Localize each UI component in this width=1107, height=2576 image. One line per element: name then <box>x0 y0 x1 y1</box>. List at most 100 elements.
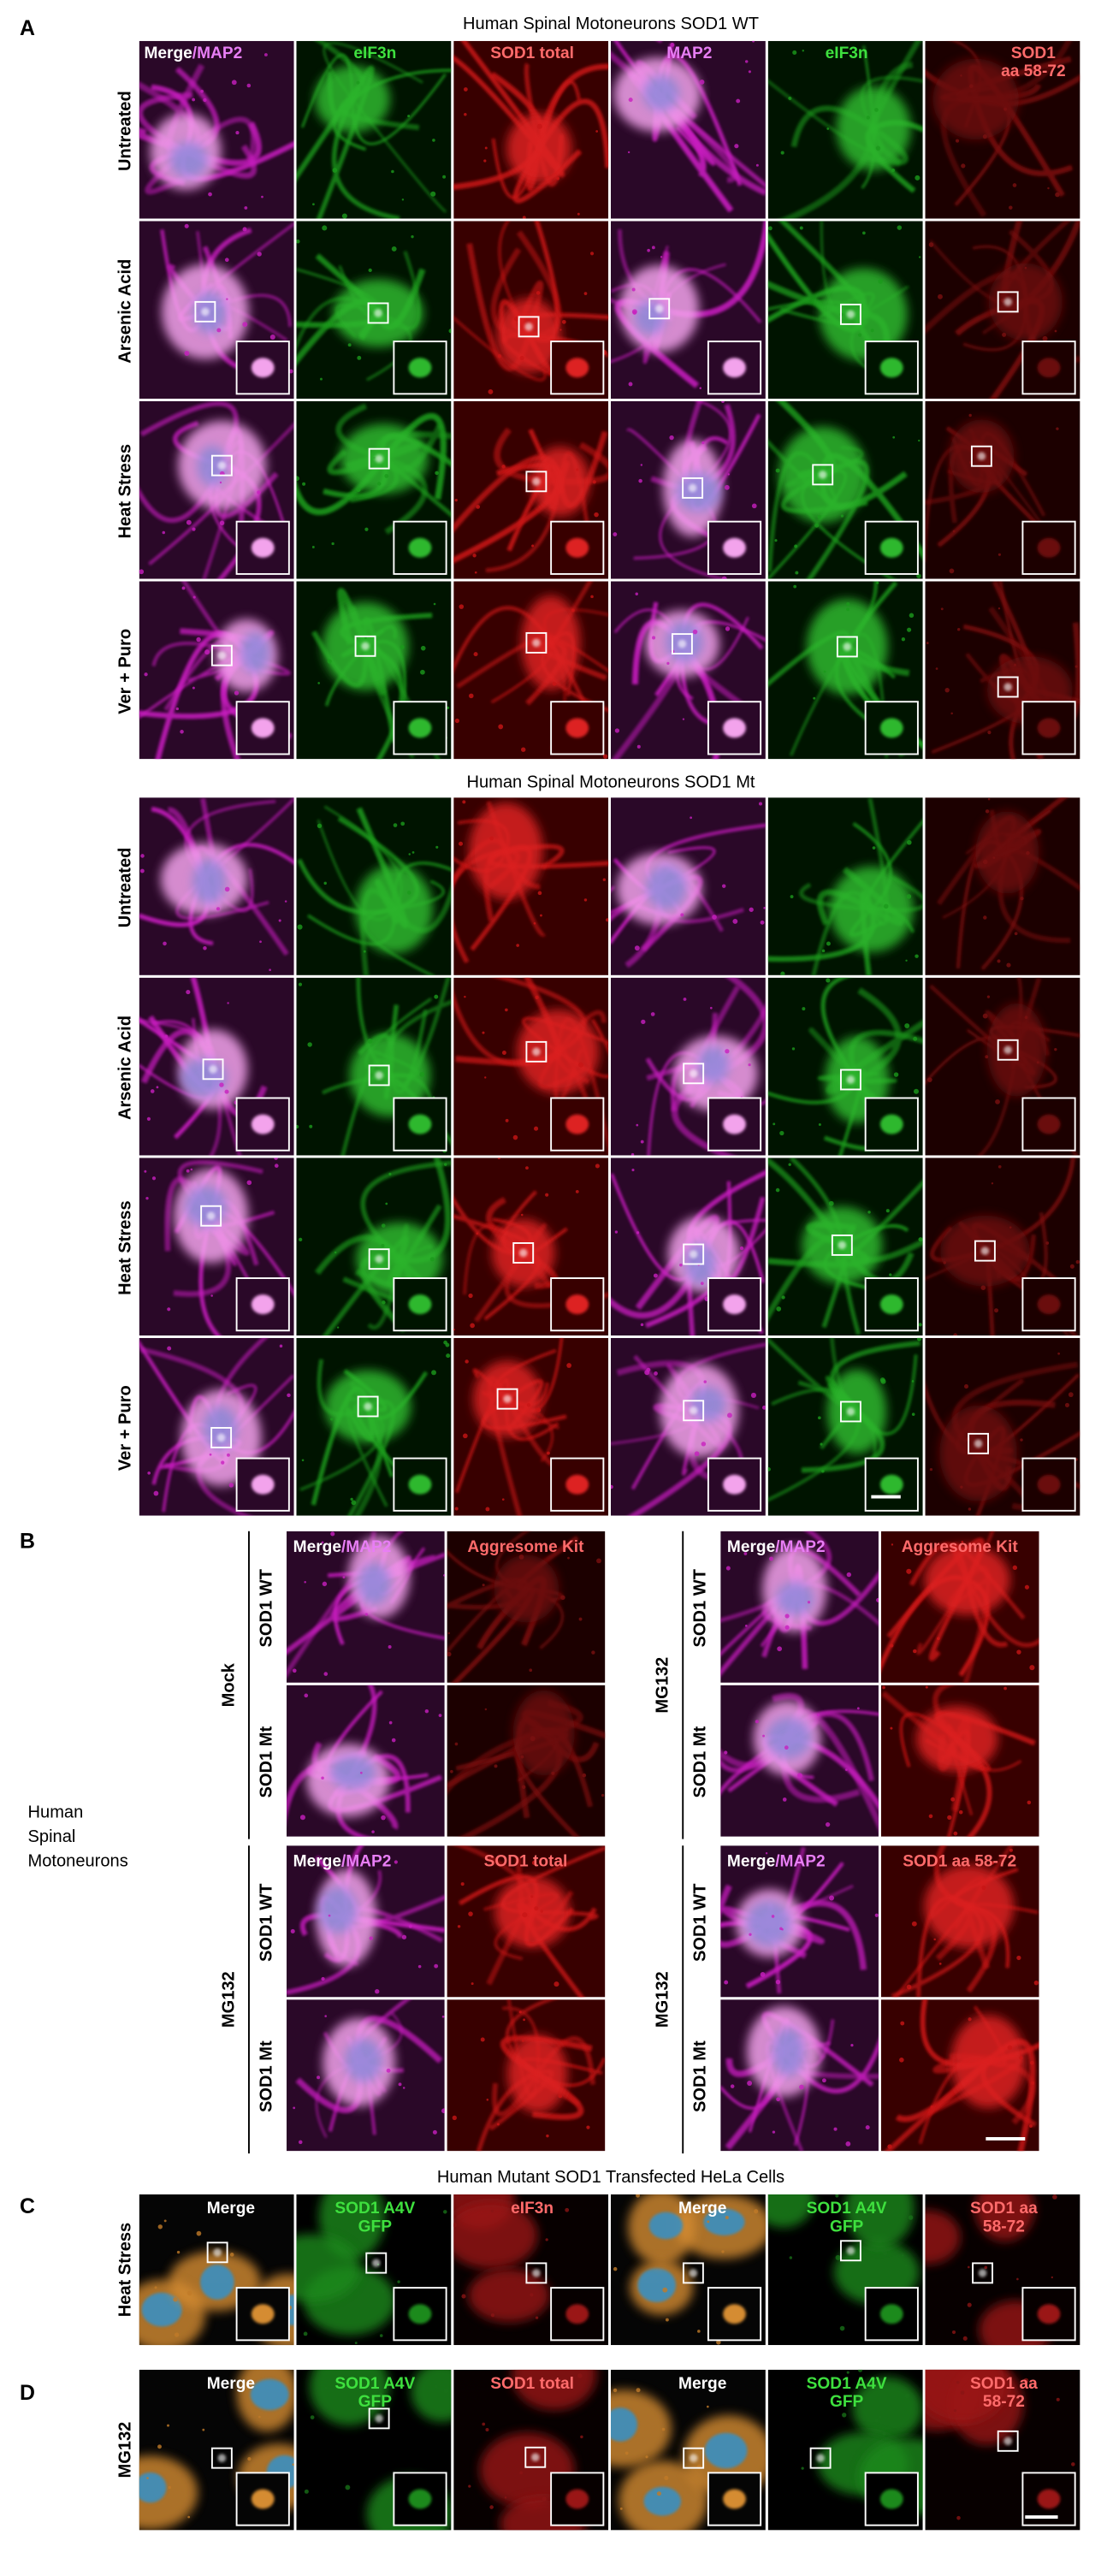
puncta <box>394 1860 398 1864</box>
cell-body <box>826 1369 887 1454</box>
puncta <box>522 1912 528 1918</box>
puncta <box>406 891 411 895</box>
puncta <box>721 400 725 404</box>
puncta <box>186 990 191 995</box>
puncta <box>216 907 221 911</box>
puncta <box>307 1042 312 1047</box>
puncta <box>522 2040 524 2042</box>
puncta <box>664 2475 669 2480</box>
inset-detail <box>1037 1114 1061 1134</box>
puncta <box>347 343 352 347</box>
puncta <box>627 151 630 154</box>
puncta <box>490 2209 494 2213</box>
header-text: Merge <box>678 2375 726 2393</box>
puncta <box>952 530 956 533</box>
inset-detail <box>408 2489 432 2509</box>
puncta <box>184 351 190 356</box>
puncta <box>482 1584 485 1587</box>
puncta <box>181 586 186 590</box>
puncta <box>391 169 394 174</box>
row-label: Untreated <box>116 91 135 171</box>
puncta <box>904 2264 908 2267</box>
puncta <box>963 1384 969 1389</box>
puncta <box>400 644 405 649</box>
inset-box <box>864 1097 919 1152</box>
puncta <box>163 941 167 946</box>
header-text: Aggresome Kit <box>902 1538 1019 1556</box>
inset-detail <box>251 2304 275 2324</box>
puncta <box>724 1750 728 1755</box>
puncta <box>274 1164 279 1168</box>
inset-box <box>1021 1457 1076 1512</box>
puncta <box>468 2484 471 2488</box>
nucleus <box>643 2486 682 2516</box>
image-panel <box>296 221 452 400</box>
cell-body <box>852 2377 923 2441</box>
puncta <box>407 115 411 118</box>
puncta <box>391 1738 396 1743</box>
image-panel <box>296 2194 452 2346</box>
puncta <box>435 471 439 476</box>
inset-detail <box>879 1114 903 1134</box>
header-text: 58-72 <box>983 2218 1025 2235</box>
nucleus <box>169 142 208 178</box>
column-header: Aggresome Kit <box>467 1538 584 1556</box>
nucleus <box>192 859 226 904</box>
puncta <box>144 1170 147 1173</box>
image-panel <box>453 1158 609 1336</box>
puncta <box>950 1797 956 1802</box>
cell-body <box>468 2268 550 2323</box>
puncta <box>578 1062 584 1068</box>
puncta <box>885 1209 890 1213</box>
header-text: SOD1 aa <box>970 2375 1038 2393</box>
puncta <box>776 2097 780 2102</box>
puncta <box>879 2415 882 2419</box>
inset-marker <box>194 300 216 323</box>
inset-detail <box>565 2304 589 2324</box>
column-header: eIF3n <box>826 44 868 62</box>
granule <box>689 2269 698 2277</box>
puncta <box>476 1232 479 1235</box>
puncta <box>468 1911 473 1916</box>
puncta <box>846 1572 852 1578</box>
puncta <box>823 670 826 673</box>
puncta <box>457 1925 461 1928</box>
granule <box>371 2259 381 2267</box>
image-panel <box>925 1158 1080 1336</box>
puncta <box>876 1597 879 1602</box>
cell-body <box>314 65 390 133</box>
image-panel <box>286 1999 445 2152</box>
column-header: Merge <box>678 2375 726 2393</box>
puncta <box>983 915 987 920</box>
inset-box <box>707 341 762 395</box>
panel-label: D <box>20 2381 35 2405</box>
header-text: /MAP2 <box>775 1538 825 1556</box>
puncta <box>900 2021 905 2026</box>
puncta <box>690 816 693 820</box>
image-panel <box>767 400 923 579</box>
inset-detail <box>565 718 589 738</box>
puncta <box>433 602 436 606</box>
granule <box>689 2454 698 2462</box>
puncta <box>321 1976 325 1981</box>
puncta <box>845 2141 851 2147</box>
image-panel <box>296 1337 452 1516</box>
puncta <box>521 1785 526 1790</box>
column-header: SOD1 aa <box>970 2375 1038 2393</box>
puncta <box>752 40 755 43</box>
image-panel <box>453 2194 609 2346</box>
inset-marker <box>839 2240 861 2262</box>
puncta <box>296 1124 299 1129</box>
header-text: GFP <box>830 2393 864 2411</box>
nucleus <box>199 2264 234 2300</box>
puncta <box>381 2289 385 2294</box>
puncta <box>474 571 477 574</box>
puncta <box>762 1734 765 1738</box>
puncta <box>1009 205 1013 210</box>
puncta <box>650 1012 655 1016</box>
puncta <box>907 839 912 845</box>
puncta <box>982 134 987 139</box>
puncta <box>866 115 870 120</box>
header-text: SOD1 A4V <box>807 2200 887 2218</box>
